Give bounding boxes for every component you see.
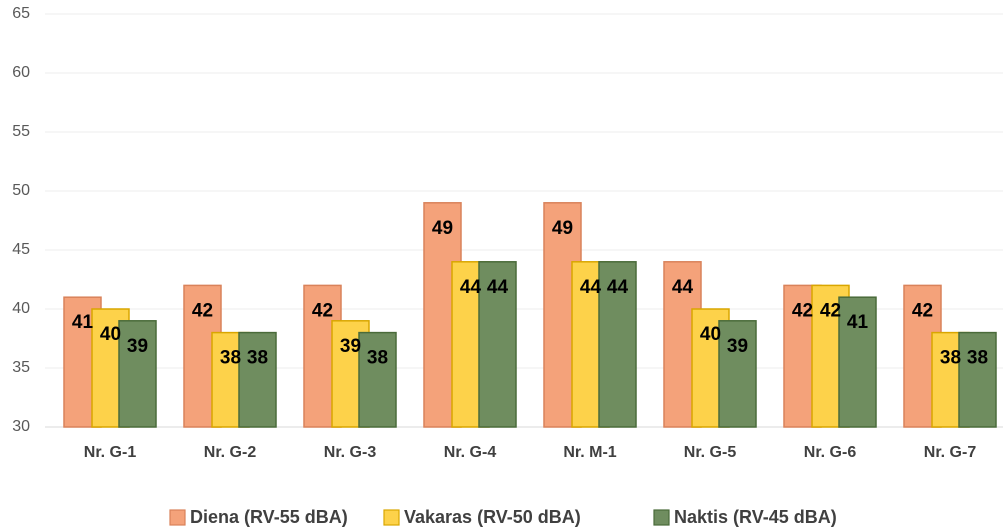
x-tick-label: Nr. G-4	[444, 444, 497, 461]
x-tick-label: Nr. G-3	[324, 444, 377, 461]
data-label: 42	[192, 300, 213, 321]
data-label: 39	[127, 336, 148, 357]
x-tick-label: Nr. G-5	[684, 444, 737, 461]
legend-label: Diena (RV-55 dBA)	[190, 507, 348, 527]
legend-swatch	[653, 509, 670, 526]
data-label: 44	[580, 277, 602, 298]
data-label: 44	[607, 277, 629, 298]
data-label: 39	[340, 336, 361, 357]
y-tick-label: 30	[12, 418, 30, 435]
x-tick-label: Nr. M-1	[563, 444, 616, 461]
data-label: 42	[312, 300, 333, 321]
y-tick-label: 40	[12, 300, 30, 317]
bar	[838, 296, 877, 428]
bar	[718, 320, 757, 428]
data-label: 38	[220, 348, 241, 369]
data-label: 42	[820, 300, 841, 321]
bar	[958, 331, 997, 428]
data-label: 39	[727, 336, 748, 357]
data-label: 38	[967, 348, 988, 369]
data-label: 41	[847, 312, 869, 333]
data-label: 38	[940, 348, 961, 369]
data-label: 42	[792, 300, 813, 321]
bar	[118, 320, 157, 428]
data-label: 40	[100, 324, 121, 345]
y-tick-label: 55	[12, 123, 30, 140]
data-label: 40	[700, 324, 721, 345]
data-label: 38	[367, 348, 388, 369]
data-label: 49	[432, 218, 453, 239]
y-tick-label: 35	[12, 359, 30, 376]
data-label: 42	[912, 300, 933, 321]
bar	[238, 331, 277, 428]
data-label: 44	[460, 277, 482, 298]
bar	[478, 261, 517, 428]
data-label: 41	[72, 312, 94, 333]
data-label: 44	[672, 277, 694, 298]
y-tick-label: 60	[12, 64, 30, 81]
legend-label: Naktis (RV-45 dBA)	[674, 507, 837, 527]
data-label: 38	[247, 348, 268, 369]
x-tick-label: Nr. G-7	[924, 444, 977, 461]
bar	[598, 261, 637, 428]
legend-swatch	[169, 509, 186, 526]
x-tick-label: Nr. G-2	[204, 444, 257, 461]
y-tick-label: 50	[12, 182, 30, 199]
data-label: 49	[552, 218, 573, 239]
y-tick-label: 45	[12, 241, 30, 258]
bar	[358, 331, 397, 428]
legend-swatch	[383, 509, 400, 526]
data-label: 44	[487, 277, 509, 298]
x-tick-label: Nr. G-1	[84, 444, 137, 461]
legend-label: Vakaras (RV-50 dBA)	[404, 507, 581, 527]
x-tick-label: Nr. G-6	[804, 444, 857, 461]
y-tick-label: 65	[12, 5, 30, 22]
